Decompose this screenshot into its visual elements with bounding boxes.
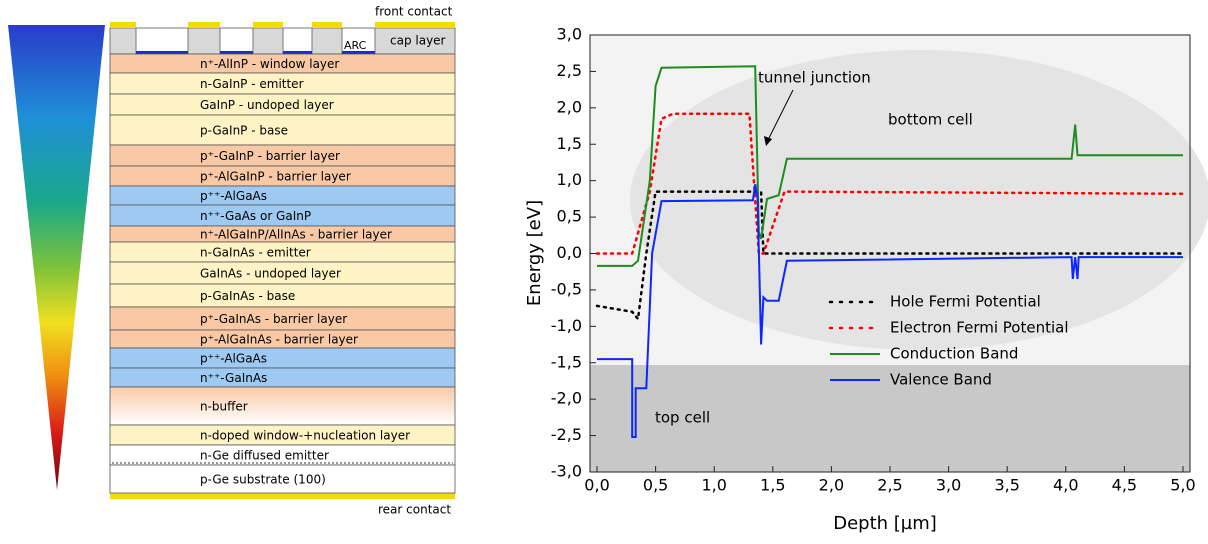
- y-tick-label: 1,5: [557, 134, 582, 153]
- layer: [110, 387, 455, 425]
- x-tick-label: 3,5: [994, 476, 1019, 495]
- layer-label: n-Ge diffused emitter: [200, 449, 329, 463]
- x-tick-label: 1,0: [701, 476, 726, 495]
- layer-label: GaInP - undoped layer: [200, 98, 334, 112]
- y-tick-label: 2,5: [557, 61, 582, 80]
- layer-label: n-doped window-+nucleation layer: [200, 429, 410, 443]
- legend-label: Conduction Band: [890, 345, 1018, 363]
- front-contacts: [110, 22, 455, 28]
- layer-label: GaInAs - undoped layer: [200, 267, 341, 281]
- layer-label: p-Ge substrate (100): [200, 473, 326, 487]
- layer-label: p⁺-GaInAs - barrier layer: [200, 312, 347, 326]
- y-tick-label: 2,0: [557, 97, 582, 116]
- layer-label: p⁺-GaInP - barrier layer: [200, 149, 340, 163]
- layer: [110, 368, 455, 387]
- rear-contact-label: rear contact: [378, 503, 451, 517]
- legend-label: Electron Fermi Potential: [890, 319, 1069, 337]
- spectrum-wedge: [8, 25, 105, 490]
- layer-label: n-buffer: [200, 400, 248, 414]
- layer-label: p⁺⁺-AlGaAs: [200, 189, 267, 203]
- y-tick-label: -2,5: [551, 425, 582, 444]
- figure: front contact cap layer ARC rear contact…: [0, 0, 1208, 540]
- layer-label: n-GaInP - emitter: [200, 77, 304, 91]
- x-tick-label: 4,0: [1053, 476, 1078, 495]
- x-tick-label: 0,5: [643, 476, 668, 495]
- legend-label: Hole Fermi Potential: [890, 293, 1041, 311]
- x-tick-label: 4,5: [1112, 476, 1137, 495]
- layer-label: p⁺-AlGaInAs - barrier layer: [200, 333, 358, 347]
- layer: [110, 348, 455, 368]
- x-tick-label: 3,0: [936, 476, 961, 495]
- layer-label: p-GaInAs - base: [200, 289, 295, 303]
- layer-stack: front contact cap layer ARC rear contact…: [110, 5, 455, 517]
- annotation: top cell: [655, 409, 710, 427]
- layer: [110, 186, 455, 205]
- x-tick-label: 0,0: [584, 476, 609, 495]
- annotation: bottom cell: [888, 111, 973, 129]
- y-tick-label: -3,0: [551, 462, 582, 481]
- x-tick-label: 2,5: [877, 476, 902, 495]
- layer-label: p-GaInP - base: [200, 124, 288, 138]
- annotation: tunnel junction: [758, 69, 871, 87]
- y-tick-label: -1,0: [551, 316, 582, 335]
- cap-layer-label: cap layer: [390, 34, 446, 48]
- legend-label: Valence Band: [890, 371, 992, 389]
- x-tick-label: 1,5: [760, 476, 785, 495]
- layer-label: n⁺-AlGaInP/AlInAs - barrier layer: [200, 228, 392, 242]
- x-tick-label: 5,0: [1170, 476, 1195, 495]
- x-axis-title: Depth [µm]: [833, 513, 937, 534]
- y-tick-label: -1,5: [551, 352, 582, 371]
- y-tick-label: -2,0: [551, 389, 582, 408]
- front-contact-label: front contact: [375, 5, 453, 19]
- y-tick-label: -0,5: [551, 279, 582, 298]
- y-tick-label: 3,0: [557, 25, 582, 44]
- layer-label: p⁺⁺-AlGaAs: [200, 352, 267, 366]
- y-axis-title: Energy [eV]: [524, 200, 545, 306]
- layer-label: n-GaInAs - emitter: [200, 246, 311, 260]
- layer-label: p⁺-AlGaInP - barrier layer: [200, 170, 351, 184]
- x-tick-label: 2,0: [819, 476, 844, 495]
- rear-contact: [110, 493, 455, 499]
- y-tick-label: 0,0: [557, 243, 582, 262]
- layer-label: n⁺⁺-GaInAs: [200, 371, 267, 385]
- y-tick-label: 1,0: [557, 170, 582, 189]
- y-tick-label: 0,5: [557, 207, 582, 226]
- layer-label: n⁺⁺-GaAs or GaInP: [200, 209, 311, 223]
- layer-label: n⁺-AlInP - window layer: [200, 57, 339, 71]
- arc-label: ARC: [344, 39, 367, 52]
